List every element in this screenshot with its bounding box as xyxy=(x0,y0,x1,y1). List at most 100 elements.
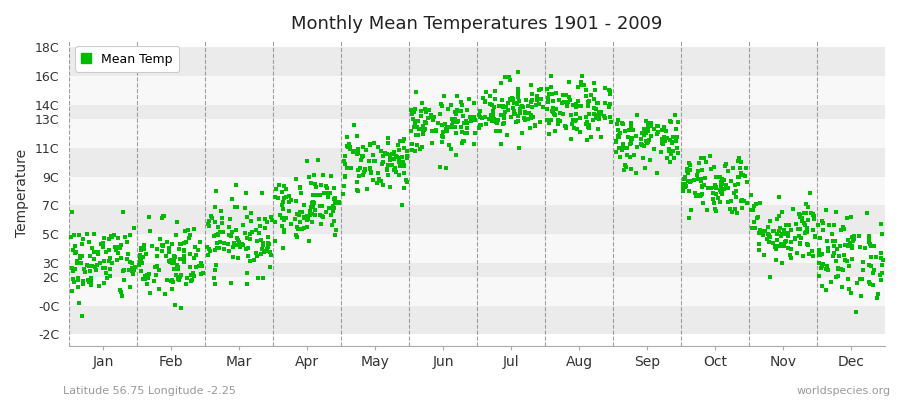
Point xyxy=(709,191,724,197)
Point xyxy=(400,155,415,161)
Point xyxy=(381,162,395,168)
Point xyxy=(814,283,829,289)
Point xyxy=(370,170,384,176)
Point xyxy=(66,247,80,254)
Point xyxy=(103,255,117,262)
Point xyxy=(724,209,739,215)
Point xyxy=(284,221,298,228)
Point xyxy=(328,196,342,202)
Point xyxy=(838,242,852,248)
Point xyxy=(120,256,134,262)
Point xyxy=(588,80,602,86)
Point xyxy=(556,99,571,105)
Point xyxy=(779,231,794,238)
Point xyxy=(176,254,191,261)
Point xyxy=(167,302,182,308)
Point xyxy=(618,145,633,151)
Point xyxy=(591,108,606,115)
Point xyxy=(714,183,728,189)
Point xyxy=(827,222,842,228)
Point xyxy=(499,104,513,110)
Point xyxy=(797,222,812,228)
Point xyxy=(261,234,275,240)
Point xyxy=(511,69,526,76)
Point xyxy=(375,159,390,165)
Point xyxy=(725,165,740,171)
Point xyxy=(866,282,880,288)
Point xyxy=(258,216,273,223)
Point xyxy=(212,245,226,251)
Point xyxy=(489,127,503,134)
Point xyxy=(655,136,670,142)
Point xyxy=(111,250,125,256)
Point xyxy=(408,124,422,130)
Point xyxy=(238,205,252,212)
Point xyxy=(569,110,583,117)
Point xyxy=(165,260,179,266)
Point xyxy=(640,140,654,146)
Point xyxy=(864,254,878,260)
Point xyxy=(590,100,604,107)
Point xyxy=(405,110,419,117)
Point xyxy=(162,257,176,264)
Point xyxy=(328,195,342,202)
Point xyxy=(261,241,275,247)
Point xyxy=(831,266,845,273)
Point xyxy=(72,300,86,306)
Point xyxy=(150,246,165,252)
Point xyxy=(351,150,365,156)
Point xyxy=(704,184,718,191)
Point xyxy=(724,198,738,204)
Point xyxy=(446,119,461,125)
Point xyxy=(149,263,164,269)
Point xyxy=(307,200,321,206)
Point xyxy=(806,252,820,259)
Point xyxy=(148,264,162,270)
Point xyxy=(497,114,511,120)
Point xyxy=(446,116,460,123)
Point xyxy=(715,176,729,182)
Point xyxy=(808,233,823,239)
Point xyxy=(630,112,644,118)
Point xyxy=(487,103,501,110)
Point xyxy=(598,100,612,106)
Point xyxy=(603,91,617,97)
Point xyxy=(617,128,632,134)
Point xyxy=(799,229,814,236)
Point xyxy=(467,100,482,106)
Point xyxy=(536,104,550,110)
Point xyxy=(515,103,529,109)
Point xyxy=(569,117,583,124)
Point xyxy=(344,165,358,171)
Point xyxy=(777,243,791,249)
Point xyxy=(342,140,356,147)
Point xyxy=(678,180,692,187)
Point xyxy=(235,241,249,247)
Point xyxy=(426,114,440,121)
Point xyxy=(509,119,524,125)
Point xyxy=(207,247,221,254)
Point xyxy=(532,101,546,108)
Point xyxy=(460,125,474,132)
Point xyxy=(228,204,242,210)
Point xyxy=(409,132,423,138)
Point xyxy=(467,114,482,120)
Point xyxy=(104,234,119,240)
Point xyxy=(460,120,474,126)
Point xyxy=(748,224,762,231)
Point xyxy=(824,279,838,286)
Point xyxy=(841,215,855,221)
Point xyxy=(525,97,539,104)
Point xyxy=(212,239,227,245)
Bar xyxy=(69,105,885,119)
Point xyxy=(304,204,319,210)
Point xyxy=(768,244,782,251)
Point xyxy=(436,134,450,140)
Point xyxy=(328,200,343,207)
Point xyxy=(571,126,585,133)
Point xyxy=(435,122,449,128)
Point xyxy=(804,210,818,216)
Point xyxy=(63,233,77,240)
Point xyxy=(73,253,87,260)
Point xyxy=(113,288,128,295)
